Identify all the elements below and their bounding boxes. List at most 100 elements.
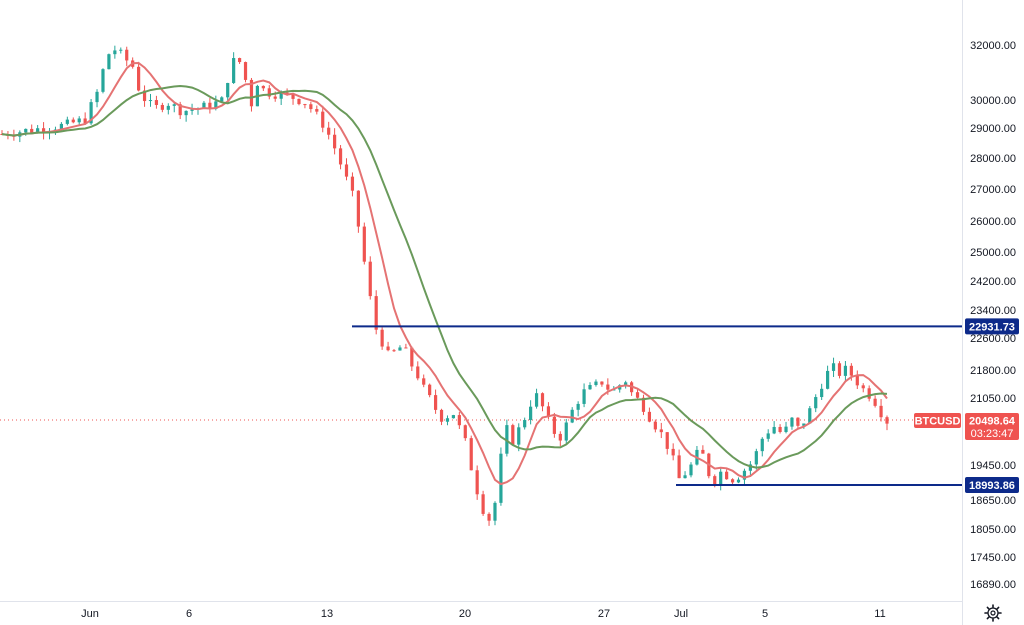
candle-body [665, 432, 669, 449]
candle-body [285, 92, 289, 95]
candle-body [885, 417, 889, 424]
candle-body [843, 365, 848, 376]
candle-body [730, 479, 735, 483]
candle-body [635, 392, 640, 398]
countdown-label: 03:23:47 [971, 428, 1014, 440]
candle-body [392, 350, 396, 352]
candle-body [576, 403, 580, 410]
date-tick-label: 6 [186, 608, 192, 620]
candle-body [772, 426, 776, 434]
candle-body [445, 418, 450, 422]
date-tick-label: Jun [81, 608, 99, 620]
candle-body [653, 421, 657, 430]
candle-body [683, 475, 687, 479]
level-price-label: 18993.86 [969, 480, 1015, 492]
candle-body [742, 470, 747, 480]
candle-body [534, 393, 539, 407]
candle-body [837, 363, 842, 376]
candle-body [594, 381, 598, 386]
candle-body [523, 420, 527, 428]
candle-body [232, 58, 236, 83]
candle-body [475, 470, 479, 495]
price-tick-label: 30000.00 [970, 95, 1016, 107]
candle-body [172, 104, 176, 106]
candle-body [493, 502, 497, 521]
candle-body [469, 438, 473, 471]
candle-body [588, 385, 592, 390]
candle-body [249, 79, 254, 107]
candle-body [142, 90, 147, 102]
candle-body [321, 111, 325, 128]
candle-body [273, 96, 277, 99]
candle-body [261, 85, 265, 89]
price-tick-label: 19450.00 [970, 460, 1016, 472]
date-tick-label: 13 [321, 608, 333, 620]
candle-body [760, 438, 764, 452]
candle-body [790, 417, 794, 427]
candle-body [641, 397, 646, 412]
candle-body [481, 494, 485, 514]
candle-body [428, 384, 432, 396]
candle-body [517, 427, 521, 445]
candle-body [463, 425, 467, 439]
candle-body [820, 388, 824, 398]
gear-icon[interactable] [984, 604, 1002, 622]
time-axis[interactable]: Jun 6 13 20 27 Jul 5 11 [81, 608, 886, 620]
candle-body [386, 346, 390, 351]
level-tag-1: 18993.86 [965, 476, 1019, 493]
price-tick-label: 18050.00 [970, 524, 1016, 536]
plot-area[interactable] [0, 45, 962, 526]
candle-body [362, 226, 366, 262]
candle-body [279, 92, 283, 99]
candle-body [30, 128, 34, 133]
candle-body [600, 381, 604, 385]
candle-body [95, 91, 99, 103]
candle-body [226, 82, 230, 98]
candle-body [148, 100, 153, 102]
candle-body [719, 471, 723, 484]
candle-body [659, 429, 663, 433]
candle-body [439, 409, 444, 422]
candle-body [410, 347, 414, 367]
candle-body [713, 476, 717, 484]
candle-body [303, 104, 307, 106]
candle-body [267, 88, 271, 97]
candle-body [125, 49, 129, 61]
candle-body [422, 378, 426, 385]
candle-body [701, 449, 705, 454]
date-tick-label: Jul [674, 608, 688, 620]
candle-body [71, 119, 75, 123]
candle-body [570, 409, 574, 423]
candle-body [826, 370, 830, 389]
candle-body [178, 104, 182, 116]
candle-body [582, 389, 586, 404]
candle-body [814, 397, 818, 409]
candle-body [748, 464, 752, 471]
candle-body [297, 98, 301, 105]
candle-body [558, 433, 562, 441]
candle-body [190, 109, 194, 111]
price-axis[interactable]: 32000.00 30000.00 29000.00 28000.00 27000.00… [970, 40, 1016, 591]
price-tick-label: 26000.00 [970, 216, 1016, 228]
date-tick-label: 20 [459, 608, 471, 620]
candle-body [344, 164, 349, 177]
candle-body [867, 388, 871, 399]
candle-body [398, 347, 402, 351]
price-tick-label: 32000.00 [970, 40, 1016, 52]
candle-body [647, 411, 652, 422]
candle-body [505, 425, 509, 454]
candle-body [237, 58, 242, 63]
candle-body [119, 49, 123, 51]
candle-body [65, 119, 69, 124]
candle-body [243, 62, 248, 80]
candle-body [671, 448, 675, 456]
candle-body [350, 176, 355, 191]
candle-body [101, 69, 105, 92]
candle-body [113, 50, 117, 55]
candle-body [338, 148, 343, 165]
candle-body [202, 102, 206, 109]
candle-body [546, 406, 551, 417]
candle-body [374, 296, 378, 330]
candle-body [41, 128, 46, 133]
